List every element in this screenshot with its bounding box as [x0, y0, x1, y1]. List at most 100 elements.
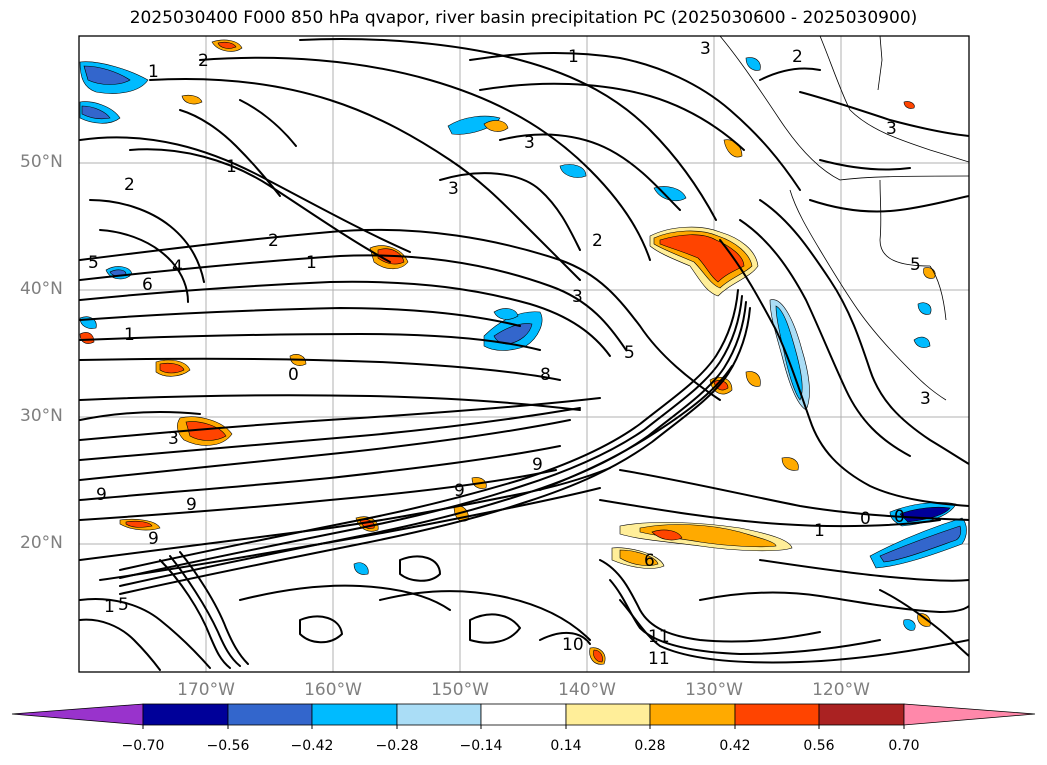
contour-label: 0	[894, 507, 905, 527]
patch-blue	[903, 619, 916, 631]
lon-label: 140°W	[558, 680, 616, 700]
lat-label: 40°N	[20, 279, 63, 299]
patch-navy	[879, 525, 962, 563]
patch-red	[651, 529, 683, 541]
contour-label: 11	[648, 649, 670, 669]
contour-lines	[79, 38, 969, 671]
patch-blue	[447, 115, 501, 135]
contour-label: 1	[124, 325, 135, 345]
colorbar-segment	[311, 703, 398, 726]
colorbar-extend-high	[903, 703, 1036, 726]
contour-label: 9	[532, 455, 543, 475]
contour-label: 10	[562, 635, 584, 655]
patch-navy	[81, 105, 111, 120]
colorbar-segment	[649, 703, 736, 726]
patch-red	[593, 649, 603, 663]
contour-label: 9	[186, 495, 197, 515]
contour-label: 2	[592, 231, 603, 251]
patch-red	[125, 520, 153, 528]
patch-blue	[653, 186, 687, 201]
patch-orange	[745, 371, 761, 387]
contour-label: 1	[568, 47, 579, 67]
contour-label: 9	[96, 485, 107, 505]
colorbar-tick-label: −0.28	[375, 738, 419, 754]
colorbar-tick-label: −0.14	[459, 738, 503, 754]
patch-red	[159, 362, 185, 374]
chart-title: 2025030400 F000 850 hPa qvapor, river ba…	[129, 8, 918, 28]
contour-label: 1	[814, 521, 825, 541]
patch-blue	[913, 336, 931, 348]
lon-label: 150°W	[431, 680, 489, 700]
patch-blue	[917, 302, 932, 315]
contour-label: 6	[142, 275, 153, 295]
contour-label: 3	[886, 119, 897, 139]
patch-red	[185, 421, 227, 441]
colorbar-segment	[480, 703, 567, 726]
contour-label: 6	[644, 551, 655, 571]
lon-label: 120°W	[812, 680, 870, 700]
patch-blue	[493, 308, 519, 320]
lon-label: 170°W	[177, 680, 235, 700]
patch-orange	[181, 94, 203, 105]
patch-orange	[619, 549, 659, 566]
patch-orange	[917, 613, 931, 627]
colorbar-extend-low	[11, 703, 144, 726]
patch-red	[659, 234, 745, 283]
contour-label-group: 1 1 2 3 3 1 2 3 2 5 6 4 1 2 3 5 0 9 9 9 …	[88, 39, 931, 669]
lon-label: 130°W	[685, 680, 743, 700]
colorbar-segment	[396, 703, 482, 726]
colorbar-tick-label: 0.42	[719, 738, 751, 754]
colorbar-tick-label: −0.42	[290, 738, 334, 754]
contour-label: 0	[288, 365, 299, 385]
contour-label: 1	[226, 157, 237, 177]
contour-label: 5	[88, 253, 99, 273]
contour-label: 2	[198, 51, 209, 71]
contour-label: 3	[524, 133, 535, 153]
colorbar	[11, 703, 1036, 729]
contour-label: 2	[792, 47, 803, 67]
lat-label: 20°N	[20, 533, 63, 553]
patch-blue	[353, 562, 369, 575]
contour-label: 5	[118, 595, 129, 615]
colorbar-segment	[565, 703, 651, 726]
contour-label: 5	[624, 343, 635, 363]
patch-blue	[559, 164, 587, 178]
patch-orange	[781, 457, 799, 471]
contour-label: 9	[454, 481, 465, 501]
map-frame	[78, 35, 970, 673]
contour-label: 5	[910, 255, 921, 275]
colorbar-tick-label: −0.56	[206, 738, 250, 754]
colorbar-tick-label: 0.70	[888, 738, 920, 754]
colorbar-tick-label: −0.70	[121, 738, 165, 754]
contour-label: 2	[124, 175, 135, 195]
patch-navy	[83, 65, 131, 85]
colorbar-tick-label: 0.28	[634, 738, 666, 754]
colorbar-segment	[142, 703, 229, 726]
patch-orange	[903, 101, 915, 109]
colorbar-tick-label: 0.56	[803, 738, 835, 754]
contour-label: 3	[920, 389, 931, 409]
contour-label: 3	[168, 429, 179, 449]
contour-label: 3	[700, 39, 711, 59]
contour-label: 1	[148, 62, 159, 82]
patch-red	[217, 41, 237, 49]
colorbar-segment	[227, 703, 313, 726]
contour-label: 11	[648, 627, 670, 647]
lat-label: 30°N	[20, 406, 63, 426]
contour-label: 8	[540, 365, 551, 385]
contour-label: 4	[172, 257, 183, 277]
contour-label: 3	[572, 287, 583, 307]
gridlines	[79, 36, 969, 672]
lat-label: 50°N	[20, 152, 63, 172]
contour-label: 1	[104, 597, 115, 617]
coastlines	[719, 36, 969, 401]
contour-label: 3	[448, 179, 459, 199]
colorbar-segment	[818, 703, 905, 726]
contour-label: 9	[148, 529, 159, 549]
contour-label: 1	[306, 253, 317, 273]
colorbar-segment	[734, 703, 820, 726]
map-background	[79, 36, 969, 672]
colorbar-tick-label: 0.14	[550, 738, 582, 754]
contour-label: 2	[268, 231, 279, 251]
